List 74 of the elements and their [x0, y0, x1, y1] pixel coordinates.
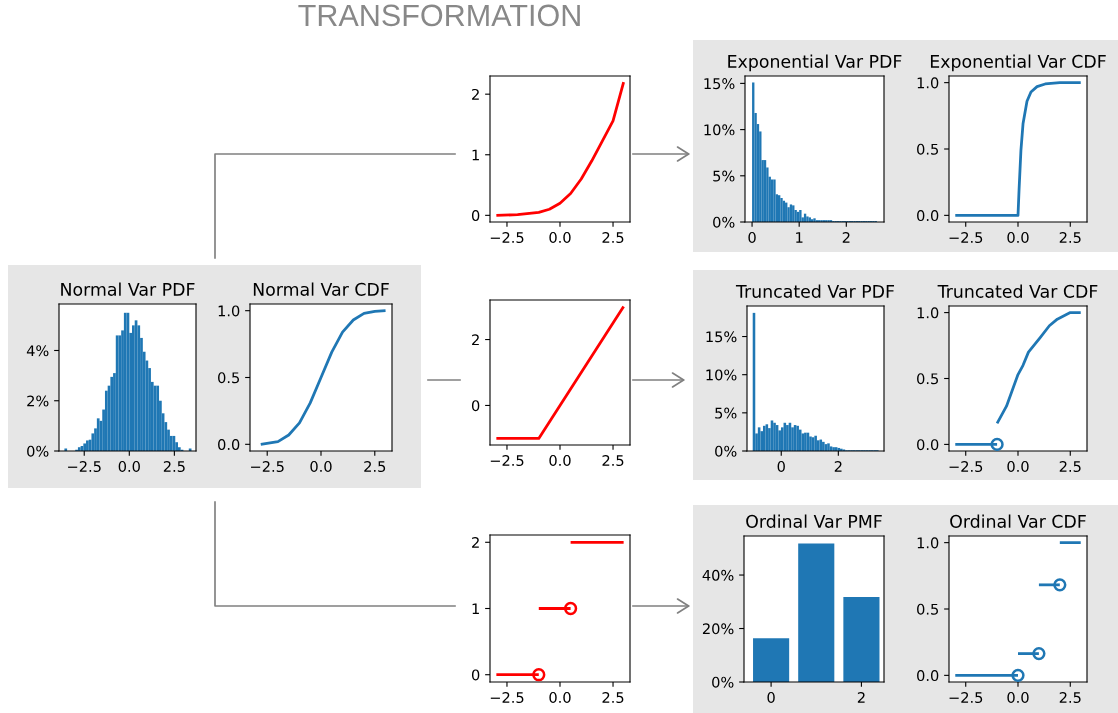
y-tick-label: 10% — [704, 124, 735, 136]
chart-title: TRANSFORMATION — [298, 4, 580, 27]
x-tick-label: −2.5 — [68, 460, 101, 473]
x-tick-label: 0.0 — [1007, 231, 1029, 244]
y-tick-label: 15% — [706, 331, 737, 343]
y-tick-label: 1.0 — [917, 537, 939, 549]
y-tick-label: 2 — [472, 334, 479, 346]
x-tick-label: −2.5 — [490, 691, 524, 704]
y-tick-label: 0 — [471, 669, 480, 681]
y-tick-label: 0 — [471, 210, 480, 222]
x-tick-label: −2.5 — [949, 691, 983, 704]
y-tick-label: 2 — [472, 88, 479, 100]
y-tick-label: 1.0 — [218, 305, 240, 317]
x-tick-label: 2.5 — [1059, 691, 1081, 704]
y-tick-label: 4% — [26, 345, 49, 357]
y-tick-label: 0% — [715, 445, 737, 457]
y-tick-label: 1 — [472, 149, 479, 161]
x-tick-label: 2.5 — [1059, 231, 1081, 244]
x-tick-label: 2 — [857, 691, 865, 703]
y-tick-label: 0.0 — [917, 439, 939, 451]
x-tick-label: −2.5 — [251, 460, 284, 473]
x-tick-label: 2 — [834, 460, 842, 472]
x-tick-label: 2.5 — [602, 454, 624, 467]
x-tick-label: 1 — [796, 232, 803, 243]
y-tick-label: 2 — [472, 537, 479, 548]
y-tick-label: 0% — [27, 445, 49, 457]
y-tick-label: 0.0 — [218, 439, 240, 451]
x-tick-label: 2.5 — [364, 460, 386, 473]
x-tick-label: 2 — [842, 231, 850, 243]
y-tick-label: 0 — [471, 400, 480, 412]
chart-title: Normal Var PDF — [61, 282, 195, 296]
y-tick-label: 10% — [706, 369, 737, 381]
y-tick-label: 15% — [704, 78, 735, 90]
y-tick-label: 1.0 — [917, 307, 939, 319]
y-tick-label: 0.0 — [917, 210, 939, 222]
x-tick-label: 2.5 — [602, 691, 624, 704]
x-tick-label: 0 — [777, 460, 785, 473]
y-tick-label: 0.5 — [917, 373, 938, 385]
chart-title: Truncated Var PDF — [735, 284, 895, 298]
x-tick-label: 0.0 — [1007, 460, 1029, 473]
x-tick-label: 0.0 — [549, 454, 571, 467]
x-tick-label: −2.5 — [490, 231, 524, 244]
chart-title: Exponential Var PDF — [728, 54, 902, 72]
x-tick-label: −2.5 — [490, 454, 524, 467]
x-tick-label: 2.5 — [602, 231, 624, 244]
x-tick-label: 2.5 — [1059, 460, 1081, 473]
y-tick-label: 5% — [715, 407, 737, 419]
x-tick-label: 0.0 — [118, 460, 140, 473]
x-tick-label: 0 — [767, 691, 775, 704]
x-tick-label: 0.0 — [549, 691, 571, 704]
y-tick-label: 5% — [713, 170, 735, 182]
x-tick-label: 0.0 — [1007, 691, 1029, 704]
x-tick-label: −2.5 — [949, 231, 983, 244]
x-tick-label: 0.0 — [549, 231, 571, 244]
chart-title: Normal Var CDF — [253, 282, 389, 296]
x-tick-label: −2.5 — [949, 460, 983, 473]
y-tick-label: 0.0 — [917, 670, 939, 682]
chart-title: Exponential Var CDF — [930, 54, 1106, 72]
x-tick-label: 0.0 — [310, 460, 332, 473]
y-tick-label: 0.5 — [917, 143, 938, 155]
chart-title: Truncated Var CDF — [937, 284, 1098, 298]
y-tick-label: 0% — [713, 216, 735, 228]
x-tick-label: 0 — [748, 231, 756, 244]
y-tick-label: 0.5 — [218, 372, 239, 384]
y-tick-label: 20% — [702, 623, 734, 635]
y-tick-label: 1 — [472, 603, 479, 615]
y-tick-label: 40% — [702, 569, 734, 581]
y-tick-label: 0.5 — [917, 603, 938, 615]
x-tick-label: 2.5 — [163, 460, 185, 473]
chart-title: Ordinal Var PMF — [746, 514, 882, 528]
y-tick-label: 0% — [712, 676, 734, 688]
y-tick-label: 1.0 — [917, 77, 939, 89]
y-tick-label: 2% — [27, 395, 49, 407]
chart-title: Ordinal Var CDF — [950, 514, 1086, 528]
